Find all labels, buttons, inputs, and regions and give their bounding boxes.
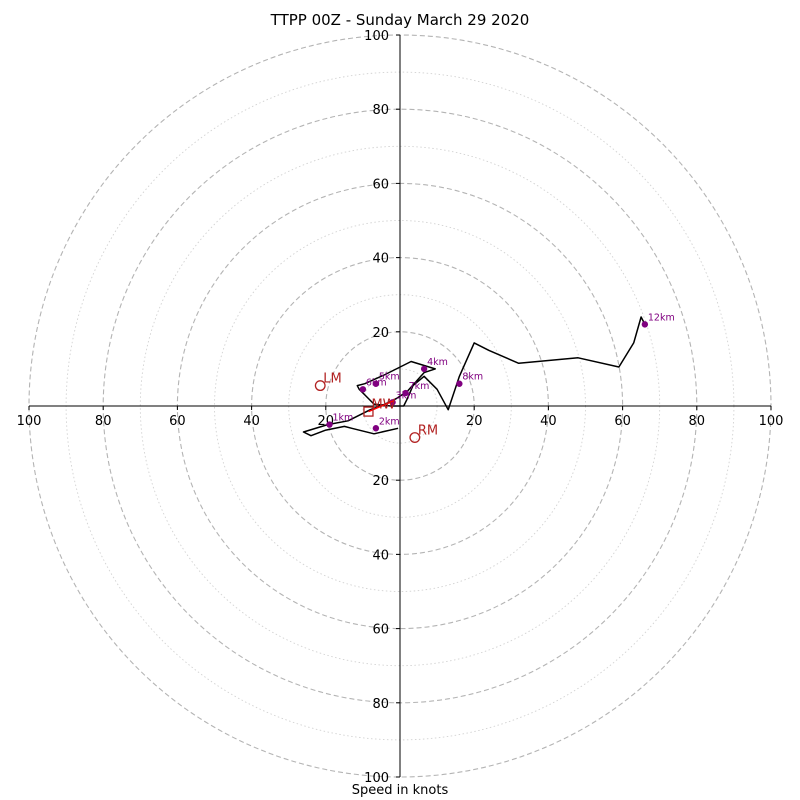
height-label-1km: 1km	[333, 413, 354, 424]
x-tick-label: 60	[614, 414, 631, 429]
storm-motion-mw-marker	[363, 406, 374, 417]
chart-title: TTPP 00Z - Sunday March 29 2020	[270, 11, 530, 29]
storm-motion-lm-marker	[314, 380, 326, 392]
storm-motion-markers: LM RM MW	[314, 372, 438, 443]
wind-trace	[302, 316, 646, 437]
height-label-5km: 5km	[379, 372, 400, 383]
hodograph-trace	[302, 316, 646, 437]
height-point-2km	[372, 425, 380, 432]
y-tick-label: 100	[364, 29, 389, 44]
storm-motion-lm-label: LM	[323, 372, 341, 387]
height-point-5km	[372, 380, 380, 387]
y-tick-label: 60	[372, 623, 389, 638]
y-tick-label: 40	[372, 548, 389, 563]
x-axis-label: Speed in knots	[351, 783, 449, 798]
height-label-6km: 6km	[366, 377, 387, 388]
y-tick-label: 20	[372, 474, 389, 489]
height-point-6km	[359, 386, 367, 393]
y-tick-label: 20	[372, 326, 389, 341]
height-markers: 1km2km3km4km5km6km7km8km12km	[326, 312, 675, 432]
tick-labels: 2020202040404040606060608080808010010010…	[17, 29, 784, 786]
height-point-8km	[456, 380, 463, 387]
x-tick-label: 80	[689, 414, 706, 429]
height-label-8km: 8km	[462, 372, 483, 383]
height-label-2km: 2km	[379, 416, 400, 427]
x-tick-label: 100	[17, 414, 42, 429]
x-tick-label: 20	[466, 414, 483, 429]
x-tick-label: 100	[759, 414, 784, 429]
height-point-7km	[402, 389, 409, 397]
height-label-4km: 4km	[427, 357, 448, 368]
x-tick-label: 60	[169, 414, 186, 429]
x-tick-label: 40	[540, 414, 557, 429]
height-label-7km: 7km	[409, 381, 430, 392]
height-point-1km	[326, 421, 333, 428]
height-label-12km: 12km	[648, 312, 675, 323]
storm-motion-rm-label: RM	[418, 424, 438, 439]
y-tick-label: 80	[372, 697, 389, 712]
y-tick-label: 80	[372, 103, 389, 118]
x-tick-label: 40	[243, 414, 260, 429]
y-tick-label: 40	[372, 252, 389, 267]
storm-motion-mw-label: MW	[371, 398, 395, 413]
height-point-12km	[641, 321, 649, 328]
x-tick-label: 80	[95, 414, 112, 429]
y-tick-label: 60	[372, 177, 389, 192]
height-point-4km	[420, 365, 428, 373]
storm-motion-rm-marker	[409, 432, 421, 443]
y-tick-label: 100	[364, 771, 389, 786]
